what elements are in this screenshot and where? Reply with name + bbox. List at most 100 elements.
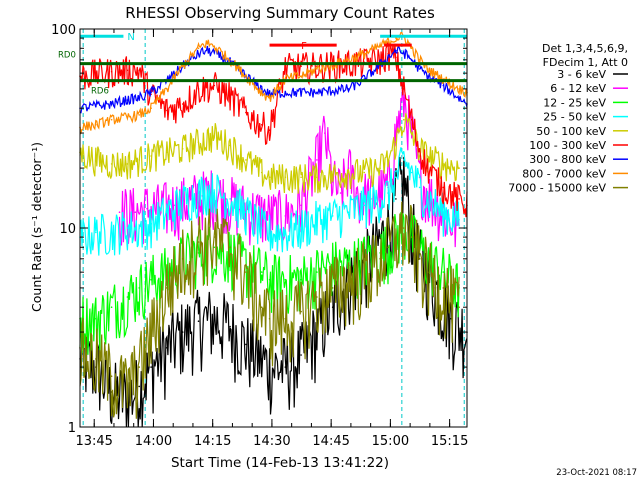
data-point [229, 144, 231, 147]
y-tick-label: 1 [68, 421, 76, 436]
data-point [126, 163, 129, 165]
data-point [316, 68, 318, 70]
data-point [395, 198, 397, 200]
data-point [150, 107, 152, 109]
data-point [403, 51, 405, 54]
data-point [284, 278, 287, 281]
data-point [197, 141, 200, 143]
data-point [138, 69, 140, 72]
legend-entry-label: 3 - 6 keV [557, 68, 606, 81]
data-point [166, 347, 168, 349]
data-point [284, 91, 287, 94]
data-point [95, 358, 97, 360]
data-point [189, 198, 192, 200]
data-point [245, 211, 247, 213]
data-point [379, 198, 381, 200]
data-point [245, 159, 247, 161]
data-point [213, 189, 216, 191]
data-point [110, 375, 113, 378]
data-point [268, 176, 271, 178]
data-point [150, 366, 152, 368]
data-point [355, 192, 358, 194]
state-bar-label: F [301, 41, 307, 52]
data-point [403, 176, 405, 178]
x-tick-label: 14:30 [253, 434, 290, 449]
data-point [403, 97, 405, 99]
series-4 [79, 147, 460, 256]
data-point [426, 155, 429, 157]
data-point [138, 114, 140, 116]
data-point [166, 151, 168, 154]
legend-entry-label: 25 - 50 keV [543, 111, 606, 124]
data-point [458, 88, 460, 90]
data-point [379, 45, 381, 47]
data-point [213, 84, 216, 87]
data-point [146, 207, 148, 210]
data-point [229, 59, 231, 61]
data-point [245, 343, 247, 346]
data-point [118, 211, 121, 213]
data-point [166, 88, 168, 90]
data-point [95, 159, 97, 161]
data-point [300, 278, 302, 281]
data-point [442, 186, 445, 189]
data-point [284, 231, 287, 234]
data-point [268, 231, 271, 234]
data-point [395, 176, 397, 178]
data-point [331, 215, 334, 217]
legend-entry-label: 100 - 300 keV [529, 139, 606, 152]
data-point [260, 358, 263, 360]
data-point [331, 174, 334, 176]
data-point [205, 49, 208, 52]
data-point [126, 385, 129, 388]
data-point [213, 51, 216, 54]
data-point [138, 159, 140, 161]
data-point [260, 91, 263, 94]
legend-header-line: Det 1,3,4,5,6,9, [542, 42, 628, 55]
data-point [347, 167, 350, 169]
reference-label-rd0: RD0 [58, 51, 76, 61]
data-point [213, 45, 216, 47]
data-point [181, 258, 184, 260]
data-point [426, 167, 429, 169]
data-point [213, 246, 216, 249]
data-point [403, 88, 405, 90]
data-point [403, 227, 405, 229]
data-point [300, 91, 302, 94]
data-point [260, 88, 263, 90]
data-point [410, 132, 413, 134]
data-point [181, 201, 184, 203]
legend-entry-label: 12 - 25 keV [543, 96, 606, 109]
data-point [410, 171, 413, 174]
series-line [79, 156, 468, 428]
data-point [166, 211, 168, 213]
legend-header-line: FDecim 1, Att 0 [543, 56, 628, 69]
data-point [150, 91, 152, 94]
data-point [442, 163, 445, 165]
data-point [110, 163, 113, 165]
data-point [426, 198, 429, 200]
data-point [363, 271, 366, 273]
data-point [268, 129, 271, 131]
data-point [410, 59, 413, 61]
x-tick-label: 15:00 [372, 434, 409, 449]
data-point [363, 53, 366, 55]
legend-entry-label: 300 - 800 keV [529, 153, 606, 166]
data-point [418, 186, 421, 189]
data-point [110, 70, 113, 73]
series-line [79, 45, 468, 114]
data-point [300, 310, 302, 313]
data-point [205, 42, 208, 44]
data-point [331, 287, 334, 289]
data-point [387, 246, 389, 249]
series-5 [79, 113, 460, 194]
data-point [197, 53, 200, 55]
data-point [245, 111, 247, 114]
data-point [138, 97, 140, 99]
data-point [110, 231, 113, 234]
data-point [395, 49, 397, 52]
data-point [395, 141, 397, 143]
data-point [347, 88, 350, 90]
